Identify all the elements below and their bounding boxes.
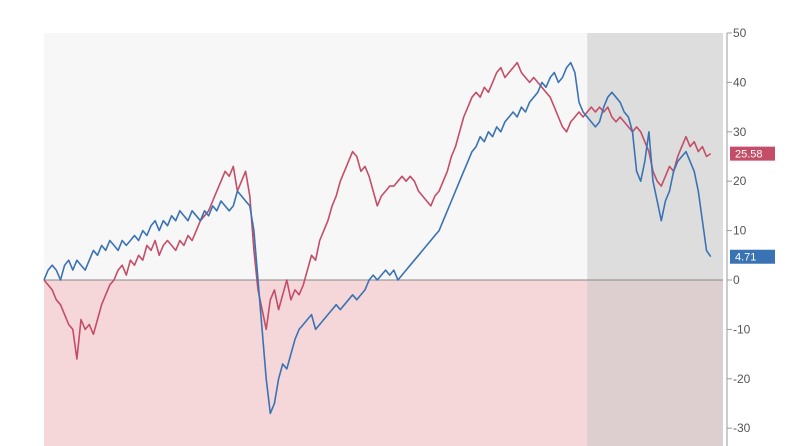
series-line-2 [43,61,712,415]
y-tick-label: 40 [733,75,747,89]
y-tick-label: 0 [733,273,740,287]
y-tick-label: 10 [733,224,747,238]
last-value-tags: 25.58 4.71 [730,146,775,264]
highlight-region [587,33,723,446]
last-value-tag-1 [730,146,775,161]
right-axis: 50 40 30 20 10 0 -10 -20 -30 [726,26,751,446]
last-value-label-2: 4.71 [735,252,756,264]
y-tick-label: 50 [733,26,747,40]
highlight-band [587,33,723,446]
series-lines [43,61,712,415]
y-tick-label: 20 [733,174,747,188]
y-tick-label: -30 [733,421,751,435]
last-value-label-1: 25.58 [735,149,763,161]
series-line-1 [43,61,712,360]
y-tick-label: -20 [733,372,751,386]
y-tick-label: -10 [733,322,751,336]
last-value-tag-2 [730,249,775,264]
y-tick-label: 30 [733,125,747,139]
